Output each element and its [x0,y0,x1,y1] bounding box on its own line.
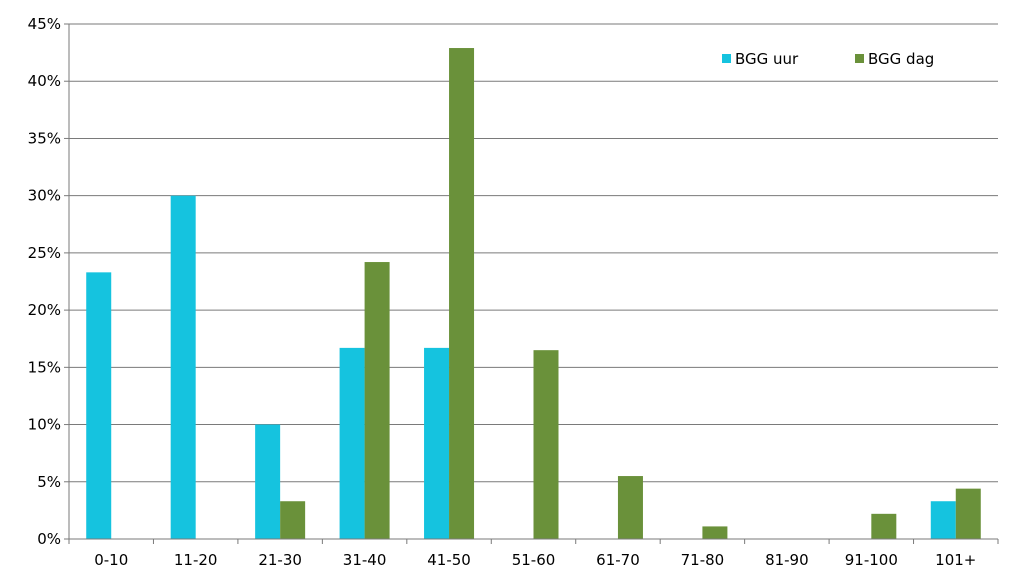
bar-bgg-dag-31-40 [364,262,390,539]
y-tick-label: 30% [28,187,61,205]
x-tick-label: 0-10 [94,551,128,569]
bar-bgg-dag-21-30 [280,501,306,539]
y-tick-label: 45% [28,15,61,33]
legend-label: BGG uur [735,50,799,68]
bar-bgg-uur-11-20 [170,195,196,539]
legend-label: BGG dag [868,50,934,68]
bar-bgg-dag-101+ [955,488,981,539]
x-tick-label: 41-50 [427,551,471,569]
y-tick-label: 35% [28,129,61,147]
x-tick-label: 61-70 [596,551,640,569]
x-tick-label: 91-100 [845,551,898,569]
bar-bgg-uur-31-40 [339,347,365,539]
bar-bgg-dag-91-100 [871,513,897,539]
y-tick-label: 20% [28,301,61,319]
x-tick-label: 101+ [935,551,976,569]
x-tick-label: 31-40 [343,551,387,569]
gridlines [69,23,998,483]
y-axis-ticks: 0% 5% 10% 15% 20% 25% 30% 35% 40% 45% [28,15,69,548]
bar-bgg-uur-101+ [930,501,956,539]
legend-swatch-bgg-dag [855,54,864,63]
bar-bgg-dag-71-80 [702,526,728,539]
x-axis-ticks: 0-10 11-20 21-30 31-40 41-50 51-60 61-70 71-80 8… [94,539,999,569]
bar-bgg-dag-51-60 [533,350,559,539]
axes [64,24,998,544]
bar-bgg-dag-41-50 [449,48,475,540]
y-tick-label: 15% [28,358,61,376]
y-tick-label: 40% [28,72,61,90]
x-tick-label: 11-20 [174,551,218,569]
x-tick-label: 71-80 [681,551,725,569]
bar-bgg-dag-61-70 [617,476,643,539]
bar-bgg-uur-21-30 [255,424,281,539]
x-tick-label: 21-30 [258,551,302,569]
bar-bgg-uur-41-50 [424,347,450,539]
y-tick-label: 25% [28,244,61,262]
x-tick-label: 81-90 [765,551,809,569]
bars [86,48,981,540]
y-tick-label: 0% [37,530,61,548]
legend: BGG uur BGG dag [722,50,934,68]
y-tick-label: 10% [28,416,61,434]
y-tick-label: 5% [37,473,61,491]
legend-swatch-bgg-uur [722,54,731,63]
bar-bgg-uur-0-10 [86,272,112,539]
x-tick-label: 51-60 [512,551,556,569]
